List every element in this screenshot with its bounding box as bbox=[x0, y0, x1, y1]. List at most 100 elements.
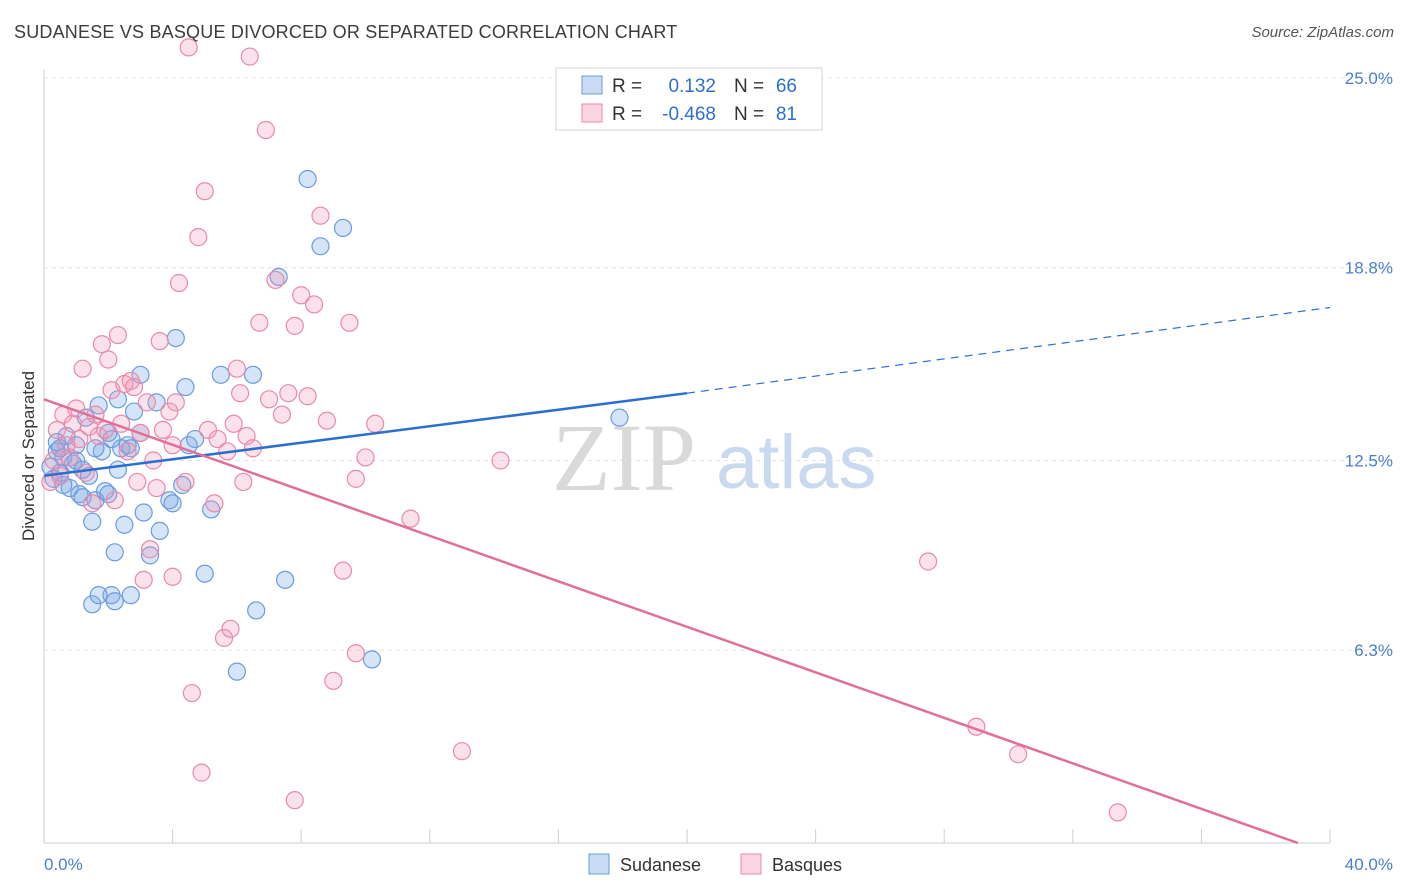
basques-point bbox=[224, 414, 243, 433]
basques-point bbox=[366, 414, 385, 433]
x-tick-label-min: 0.0% bbox=[44, 855, 83, 874]
legend-n-value-sudanese: 66 bbox=[776, 76, 797, 97]
basques-point bbox=[298, 387, 317, 406]
basques-point bbox=[272, 405, 292, 424]
bottom-legend: Sudanese Basques bbox=[588, 853, 842, 875]
basques-point bbox=[333, 561, 353, 580]
sudanese-point bbox=[115, 515, 134, 534]
x-tick-label-max: 40.0% bbox=[1345, 855, 1393, 874]
basques-point bbox=[256, 120, 275, 140]
sudanese-point bbox=[195, 564, 214, 583]
basques-point bbox=[279, 384, 298, 403]
basques-point bbox=[266, 270, 285, 290]
basques-point bbox=[105, 491, 124, 510]
basques-point bbox=[401, 509, 420, 528]
basques-point bbox=[92, 335, 111, 354]
basques-point bbox=[285, 316, 304, 335]
top-legend: R = 0.132 N = 66 R = -0.468 N = 81 bbox=[555, 67, 823, 131]
sudanese-point bbox=[276, 570, 295, 589]
basques-point bbox=[73, 359, 92, 378]
basques-point bbox=[346, 644, 365, 663]
basques-point bbox=[208, 429, 227, 449]
basques-points bbox=[41, 38, 1127, 822]
sudanese-point bbox=[211, 365, 230, 384]
sudanese-point bbox=[105, 543, 124, 562]
basques-point bbox=[153, 420, 173, 439]
sudanese-point bbox=[73, 488, 92, 507]
sudanese-point bbox=[227, 662, 246, 681]
basques-point bbox=[137, 393, 156, 412]
sudanese-point bbox=[118, 436, 137, 455]
basques-point bbox=[192, 763, 211, 782]
basques-point bbox=[195, 182, 214, 201]
basques-point bbox=[50, 466, 70, 485]
legend-r-value-sudanese: 0.132 bbox=[668, 76, 716, 97]
sudanese-point bbox=[70, 485, 89, 504]
basques-point bbox=[205, 494, 224, 513]
basques-point bbox=[231, 384, 250, 403]
basques-point bbox=[214, 628, 234, 648]
basques-point bbox=[1108, 803, 1127, 822]
legend-n-value-basques: 81 bbox=[776, 104, 797, 125]
legend-r-label-sudanese: R = bbox=[612, 76, 642, 97]
legend-r-value-basques: -0.468 bbox=[662, 104, 716, 125]
sudanese-point bbox=[108, 460, 128, 479]
legend-swatch-sudanese bbox=[581, 75, 603, 95]
sudanese-point bbox=[163, 494, 182, 513]
sudanese-trend-line bbox=[43, 391, 688, 478]
basques-point bbox=[221, 619, 240, 638]
sudanese-point bbox=[83, 595, 102, 614]
legend-swatch-basques bbox=[581, 103, 603, 123]
basques-point bbox=[160, 402, 179, 421]
basques-point bbox=[234, 472, 253, 492]
basques-point bbox=[124, 377, 144, 397]
sudanese-point bbox=[121, 586, 140, 605]
basques-point bbox=[250, 313, 269, 332]
sudanese-point bbox=[333, 218, 353, 238]
sudanese-point bbox=[311, 237, 330, 256]
sudanese-point bbox=[166, 329, 185, 348]
basques-point bbox=[140, 540, 160, 559]
basques-point bbox=[70, 429, 89, 449]
y-tick-label: 25.0% bbox=[1345, 69, 1393, 88]
sudanese-point bbox=[160, 491, 179, 510]
basques-point bbox=[147, 478, 166, 498]
basques-trend-line bbox=[43, 398, 1299, 845]
y-tick-label: 12.5% bbox=[1345, 452, 1393, 471]
sudanese-point bbox=[121, 439, 140, 458]
chart-title: SUDANESE VS BASQUE DIVORCED OR SEPARATED… bbox=[14, 22, 678, 42]
basques-point bbox=[134, 570, 153, 589]
basques-point bbox=[128, 472, 147, 492]
basques-point bbox=[41, 472, 60, 492]
sudanese-point bbox=[140, 546, 160, 565]
basques-point bbox=[292, 286, 311, 305]
basques-point bbox=[919, 552, 938, 571]
basques-point bbox=[346, 469, 365, 488]
sudanese-point bbox=[243, 365, 263, 384]
sudanese-point bbox=[176, 377, 195, 397]
basques-point bbox=[259, 390, 279, 409]
basques-point bbox=[340, 313, 359, 332]
sudanese-point bbox=[610, 408, 629, 427]
bottom-legend-label-basques: Basques bbox=[772, 855, 842, 875]
basques-point bbox=[317, 411, 337, 430]
basques-point bbox=[60, 448, 79, 467]
basques-point bbox=[176, 472, 195, 492]
watermark-zip: ZIP bbox=[552, 404, 696, 511]
bottom-legend-swatch-basques bbox=[740, 853, 762, 875]
sudanese-trend-extension bbox=[686, 306, 1331, 394]
basques-point bbox=[63, 414, 83, 433]
basques-point bbox=[491, 451, 510, 470]
y-axis-label: Divorced or Separated bbox=[19, 371, 38, 541]
basques-point bbox=[83, 494, 102, 513]
sudanese-point bbox=[173, 475, 192, 495]
basques-point bbox=[227, 359, 246, 378]
trend-lines bbox=[43, 306, 1331, 845]
basques-point bbox=[118, 442, 137, 461]
basques-point bbox=[452, 742, 472, 761]
sudanese-point bbox=[150, 521, 169, 540]
basques-point bbox=[198, 420, 218, 439]
sudanese-point bbox=[247, 601, 266, 620]
sudanese-point bbox=[147, 393, 166, 412]
sudanese-point bbox=[362, 650, 382, 669]
